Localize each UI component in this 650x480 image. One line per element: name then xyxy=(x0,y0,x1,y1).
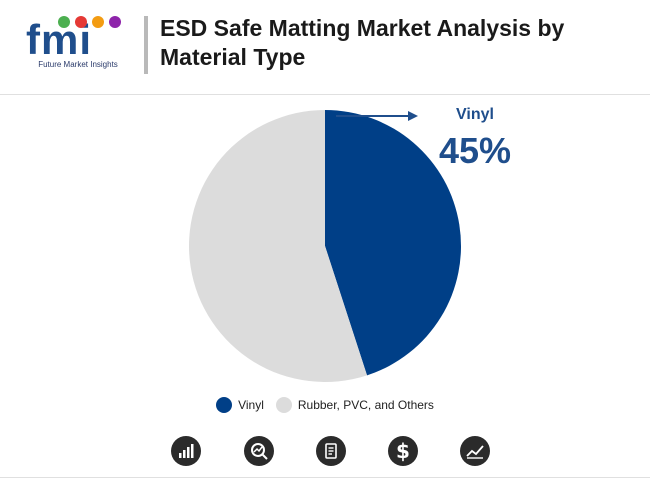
footer-divider xyxy=(0,477,650,478)
pie-slice-vinyl xyxy=(325,110,461,376)
header-divider xyxy=(0,94,650,95)
logo-graphic: fmi xyxy=(26,16,121,60)
legend-label-rubber-pvc-others: Rubber, PVC, and Others xyxy=(297,398,434,412)
pie-chart xyxy=(188,110,461,382)
footer-icon-row: $ xyxy=(0,436,650,470)
legend-item-rubber-pvc-others: Rubber, PVC, and Others xyxy=(275,397,434,413)
line-chart-icon[interactable] xyxy=(460,436,490,466)
legend-swatch-vinyl xyxy=(216,397,233,413)
fmi-logo: fmi Future Market Insights xyxy=(24,14,132,76)
logo-tagline: Future Market Insights xyxy=(38,60,118,69)
chart-legend: Vinyl Rubber, PVC, and Others xyxy=(0,397,650,413)
callout-label: Vinyl xyxy=(456,106,494,123)
bar-chart-icon[interactable] xyxy=(171,436,201,466)
title-accent-bar xyxy=(144,16,148,74)
dollar-icon[interactable]: $ xyxy=(388,436,418,466)
report-document-icon[interactable] xyxy=(316,436,346,466)
callout-value: 45% xyxy=(438,130,512,171)
page-title: ESD Safe Matting Market Analysis by Mate… xyxy=(160,15,565,70)
legend-item-vinyl: Vinyl xyxy=(216,397,264,413)
legend-swatch-rubber-pvc-others xyxy=(275,397,292,413)
callout-arrow-head xyxy=(408,111,418,121)
pie-slice-rubber-pvc-and-others xyxy=(188,110,368,382)
dollar-glyph: $ xyxy=(396,439,410,463)
trend-analysis-icon[interactable] xyxy=(244,436,274,466)
legend-label-vinyl: Vinyl xyxy=(238,398,264,412)
header: fmi Future Market Insights ESD Safe Matt… xyxy=(0,0,650,90)
